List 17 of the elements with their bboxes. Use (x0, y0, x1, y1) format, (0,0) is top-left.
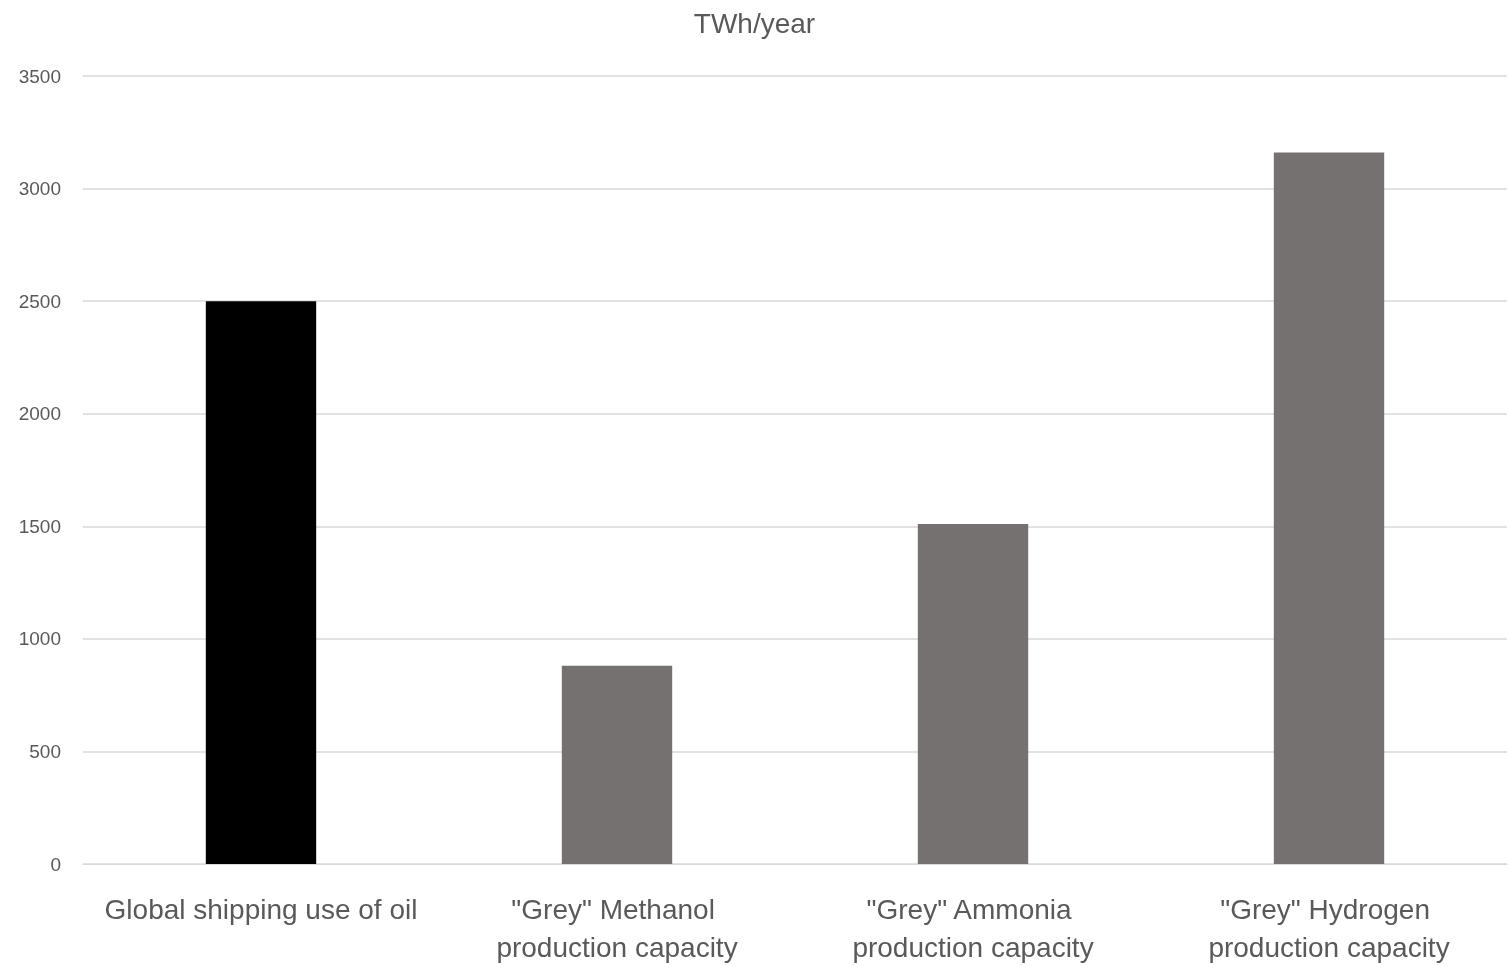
y-tick-label: 3000 (18, 178, 61, 200)
y-tick-label: 2500 (18, 290, 61, 312)
chart-title: TWh/year (693, 7, 816, 39)
bar (205, 301, 317, 864)
x-tick-label: "Grey" Ammonia production capacity (852, 893, 1094, 963)
y-tick-label: 2000 (18, 403, 61, 425)
x-tick-label: "Grey" Methanol production capacity (496, 893, 738, 963)
y-tick-label: 1000 (18, 628, 61, 650)
bar (917, 524, 1029, 864)
x-tick-label: Global shipping use of oil (104, 893, 418, 925)
bar (1273, 152, 1385, 864)
y-tick-label: 0 (50, 853, 61, 875)
x-tick-label: "Grey" Hydrogen production capacity (1208, 893, 1450, 963)
y-tick-label: 500 (29, 740, 61, 762)
y-tick-label: 3500 (18, 65, 61, 87)
bar (561, 665, 673, 864)
y-tick-label: 1500 (18, 515, 61, 537)
